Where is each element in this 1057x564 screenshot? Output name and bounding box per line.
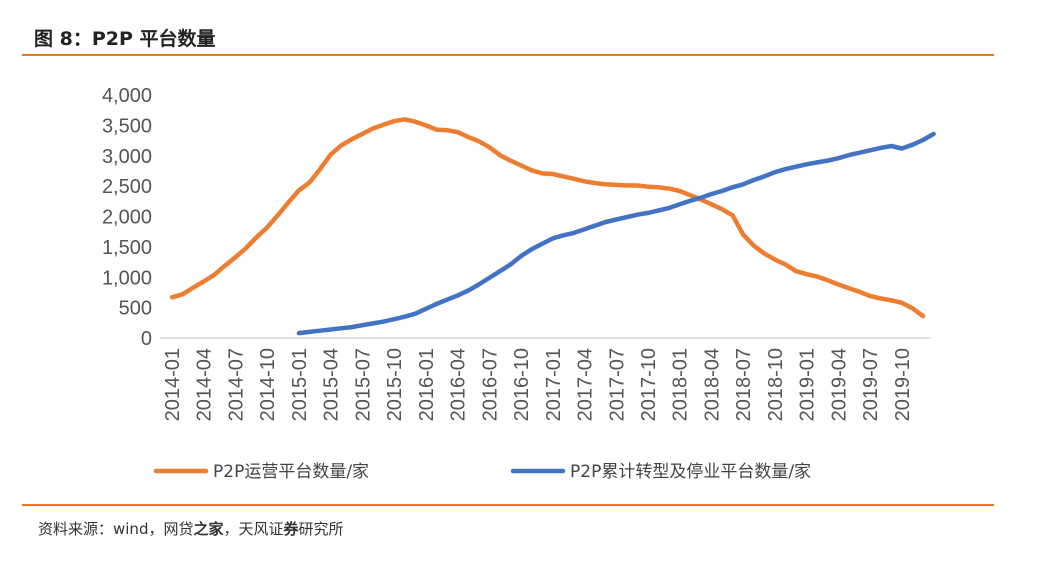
series-line-closed	[296, 131, 936, 336]
x-tick-label: 2016-01	[416, 348, 438, 421]
x-tick-label: 2017-01	[543, 348, 565, 421]
x-tick-label: 2015-07	[352, 348, 374, 421]
x-tick-label: 2019-01	[797, 348, 819, 421]
x-tick-label: 2018-10	[765, 348, 787, 421]
x-tick-label: 2014-01	[162, 348, 184, 421]
x-tick-label: 2016-10	[511, 348, 533, 421]
legend-label-closed: P2P累计转型及停业平台数量/家	[570, 462, 811, 482]
y-tick-label: 1,500	[102, 237, 152, 259]
y-tick-label: 2,000	[102, 207, 152, 229]
x-tick-label: 2015-04	[321, 348, 343, 421]
footer-rule	[22, 504, 994, 506]
x-tick-label: 2016-07	[479, 348, 501, 421]
x-tick-label: 2017-07	[606, 348, 628, 421]
x-tick-label: 2018-01	[670, 348, 692, 421]
x-tick-label: 2014-10	[257, 348, 279, 421]
x-tick-label: 2015-01	[289, 348, 311, 421]
x-tick-label: 2015-10	[384, 348, 406, 421]
y-tick-label: 3,500	[102, 115, 152, 137]
header-rule	[22, 54, 994, 56]
y-tick-label: 0	[141, 328, 152, 350]
line-chart: 05001,0001,5002,0002,5003,0003,5004,000 …	[102, 85, 936, 482]
x-axis: 2014-01 2014-04 2014-07 2014-10 2015-01 2015-…	[162, 348, 914, 421]
x-tick-label: 2014-04	[194, 348, 216, 421]
x-tick-label: 2014-07	[225, 348, 247, 421]
x-tick-label: 2019-10	[892, 348, 914, 421]
y-tick-label: 4,000	[102, 85, 152, 107]
legend: P2P运营平台数量/家 P2P累计转型及停业平台数量/家	[153, 462, 811, 482]
x-tick-label: 2019-07	[860, 348, 882, 421]
legend-label-operating: P2P运营平台数量/家	[213, 462, 369, 482]
x-tick-label: 2017-04	[575, 348, 597, 421]
x-tick-label: 2018-07	[733, 348, 755, 421]
series-line-operating	[169, 117, 926, 319]
y-tick-label: 3,000	[102, 146, 152, 168]
y-tick-label: 2,500	[102, 176, 152, 198]
y-tick-label: 500	[119, 298, 152, 320]
figure-title: 图 8：P2P 平台数量	[34, 28, 216, 50]
source-text: 资料来源：wind，网贷	[38, 520, 194, 538]
source-text-bold: 之家	[193, 520, 224, 538]
x-tick-label: 2019-04	[828, 348, 850, 421]
source-text-bold-2: 券	[283, 520, 299, 538]
x-tick-label: 2018-04	[701, 348, 723, 421]
x-tick-label: 2017-10	[638, 348, 660, 421]
y-tick-label: 1,000	[102, 267, 152, 289]
y-axis: 0 500 1,000 1,500 2,000 2,500 3,000 3,500 4,000	[102, 85, 152, 350]
source-text-3: 研究所	[298, 520, 344, 538]
x-tick-label: 2016-04	[448, 348, 470, 421]
source-text-2: ，天风证	[223, 520, 284, 538]
source-note: 资料来源：wind，网贷之家，天风证券研究所	[38, 518, 344, 539]
